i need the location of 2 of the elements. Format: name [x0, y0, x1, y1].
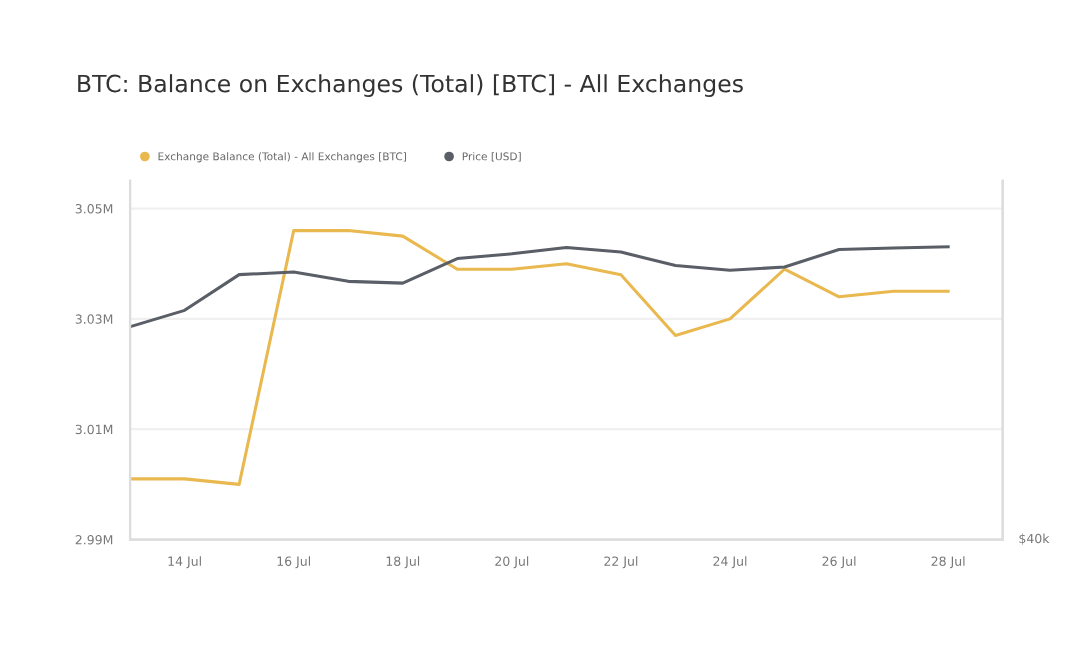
line-series [130, 229, 950, 486]
chart-title: BTC: Balance on Exchanges (Total) [BTC] - All Exchanges [78, 74, 743, 98]
